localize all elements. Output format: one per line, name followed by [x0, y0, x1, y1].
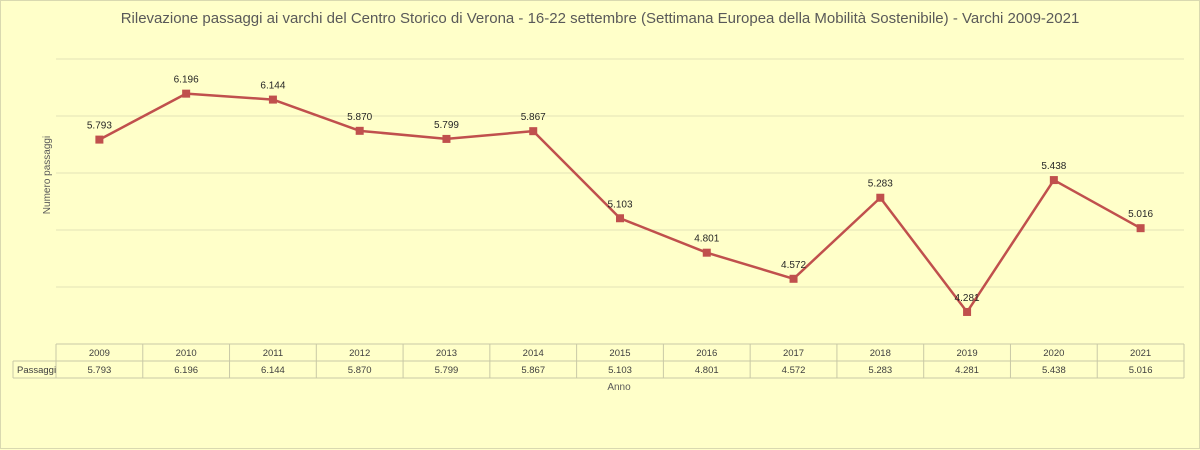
data-label: 5.867: [521, 112, 546, 123]
table-value-cell: 5.283: [868, 365, 892, 376]
table-value-cell: 4.801: [695, 365, 719, 376]
table-header-cell: 2010: [176, 348, 197, 359]
data-point: [616, 214, 624, 223]
data-point: [1049, 176, 1058, 185]
table-header-cell: 2013: [436, 348, 457, 359]
data-point: [789, 274, 798, 283]
table-value-cell: 5.867: [521, 365, 545, 376]
table-header-cell: 2009: [89, 348, 110, 359]
table-value-cell: 4.572: [782, 365, 806, 376]
data-label: 5.103: [607, 199, 632, 210]
table-value-cell: 5.016: [1129, 365, 1153, 376]
table-value-cell: 6.196: [174, 365, 198, 376]
data-point: [876, 193, 885, 202]
data-label: 4.572: [781, 260, 806, 271]
table-header-cell: 2012: [349, 348, 370, 359]
chart-title: Rilevazione passaggi ai varchi del Centr…: [120, 10, 1080, 27]
data-label: 5.793: [87, 121, 112, 132]
data-point: [268, 95, 277, 104]
data-label: 4.801: [694, 234, 719, 245]
data-label: 4.281: [955, 293, 980, 304]
table-header-cell: 2020: [1043, 348, 1064, 359]
data-label: 6.196: [174, 75, 199, 86]
table-header-cell: 2014: [523, 348, 544, 359]
table-value-cell: 6.144: [261, 365, 285, 376]
data-label: 5.870: [347, 112, 372, 123]
data-label: 5.438: [1041, 161, 1066, 172]
table-value-cell: 5.438: [1042, 365, 1066, 376]
data-labels: 5.793 6.196 6.144 5.870 5.799 5.867 5.103 4.801…: [87, 75, 1154, 304]
data-label: 5.283: [868, 179, 893, 190]
table-value-cell: 5.103: [608, 365, 632, 376]
table-value-cell: 5.799: [435, 365, 459, 376]
data-point: [702, 248, 711, 257]
data-point: [182, 89, 191, 98]
table-header-cell: 2016: [696, 348, 717, 359]
data-point: [529, 127, 538, 136]
data-point: [1136, 224, 1145, 233]
data-point: [442, 134, 451, 143]
data-point: [963, 307, 972, 316]
data-points: [95, 89, 1145, 316]
data-label: 5.016: [1128, 209, 1153, 220]
table-header-cell: 2017: [783, 348, 804, 359]
data-label: 6.144: [260, 81, 285, 92]
data-table: Passaggi 2009 5.793 2010 6.196 2011 6.144 2012 5…: [12, 343, 1185, 379]
y-axis-label: Numero passaggi: [42, 136, 53, 214]
data-label: 5.799: [434, 120, 459, 131]
table-header-cell: 2021: [1130, 348, 1151, 359]
data-point: [355, 126, 364, 135]
table-value-cell: 5.793: [87, 365, 111, 376]
table-header-cell: 2015: [609, 348, 630, 359]
table-value-cell: 5.870: [348, 365, 372, 376]
data-point: [95, 135, 104, 144]
table-header-cell: 2018: [870, 348, 891, 359]
table-row-label: Passaggi: [17, 365, 56, 376]
table-header-cell: 2019: [957, 348, 978, 359]
table-header-cell: 2011: [263, 348, 283, 359]
table-value-cell: 4.281: [955, 365, 979, 376]
x-axis-label: Anno: [607, 382, 631, 393]
